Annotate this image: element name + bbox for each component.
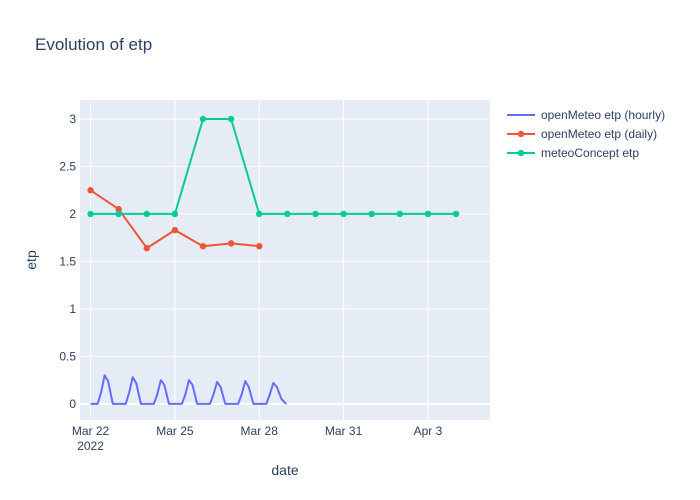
series-line[interactable] [90,374,287,405]
legend-item[interactable]: meteoConcept etp [507,146,639,160]
data-point[interactable] [115,210,122,218]
data-point[interactable] [143,244,150,252]
y-tick-label: 1 [69,302,76,316]
data-point[interactable] [199,115,207,123]
x-axis-title: date [271,462,298,478]
y-tick-label: 3 [69,112,76,126]
y-tick-label: 1.5 [59,254,76,268]
y-tick-label: 2 [69,207,76,221]
data-point[interactable] [87,210,94,218]
series-2[interactable] [87,115,460,218]
data-point[interactable] [115,205,122,213]
y-tick-label: 2.5 [59,159,76,173]
data-point[interactable] [424,210,432,218]
chart-title: Evolution of etp [35,35,152,54]
data-point[interactable] [171,226,179,234]
y-tick-label: 0.5 [59,349,76,363]
data-point[interactable] [227,115,235,123]
y-tick-label: 0 [69,397,76,411]
legend-marker [517,149,525,157]
data-point[interactable] [171,210,179,218]
legend-label: meteoConcept etp [541,146,639,160]
x-tick-sublabel: 2022 [77,439,104,453]
series-line[interactable] [90,118,457,215]
x-tick-label: Mar 22 [72,424,110,438]
x-tick-label: Mar 28 [241,424,279,438]
x-tick-label: Mar 31 [325,424,363,438]
series-0[interactable] [90,374,287,405]
data-point[interactable] [256,210,263,218]
data-point[interactable] [199,243,207,250]
data-point[interactable] [284,210,291,218]
series-1[interactable] [87,187,263,252]
y-axis-title: etp [23,250,39,270]
data-point[interactable] [340,210,347,218]
data-point[interactable] [368,210,375,218]
data-point[interactable] [396,210,403,218]
data-point[interactable] [256,243,263,250]
data-point[interactable] [312,210,319,218]
legend-marker [517,130,525,138]
legend-item[interactable]: openMeteo etp (daily) [507,127,657,141]
data-point[interactable] [87,187,94,194]
plot-area[interactable] [80,100,490,420]
data-point[interactable] [227,240,235,247]
legend: openMeteo etp (hourly) openMeteo etp (dai… [507,108,665,160]
data-point[interactable] [452,210,460,218]
x-tick-label: Apr 3 [414,424,443,438]
legend-item[interactable]: openMeteo etp (hourly) [507,108,665,122]
legend-label: openMeteo etp (daily) [541,127,657,141]
x-tick-label: Mar 25 [156,424,194,438]
data-point[interactable] [143,210,150,218]
legend-label: openMeteo etp (hourly) [541,108,665,122]
